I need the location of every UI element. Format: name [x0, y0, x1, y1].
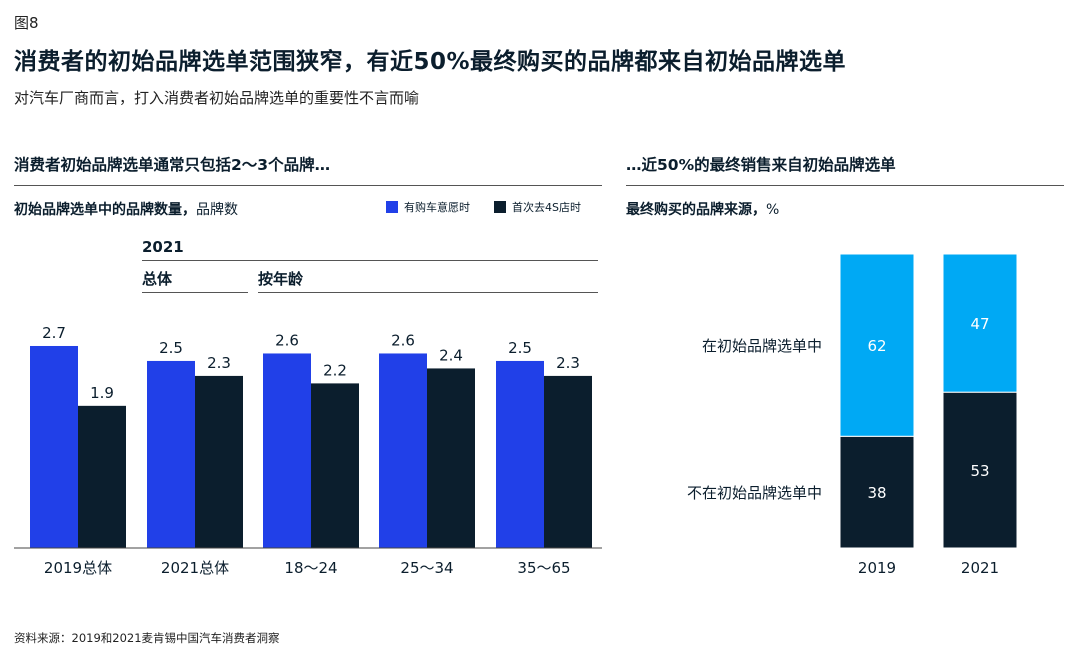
legend-label-1: 有购车意愿时: [404, 201, 470, 214]
left-subheading-unit: 品牌数: [196, 202, 238, 218]
group-header-by-age: 按年龄: [258, 270, 304, 288]
legend-label-2: 首次去4S店时: [512, 201, 581, 214]
x-tick-label-3: 25～34: [400, 559, 453, 577]
group-overall-rule: [142, 292, 248, 293]
left-subheading-label: 初始品牌选单中的品牌数量，: [14, 202, 196, 218]
stack-value-label-0-0: 62: [867, 337, 886, 355]
bar-intent-4: [496, 360, 544, 548]
page-title: 消费者的初始品牌选单范围狭窄，有近50%最终购买的品牌都来自初始品牌选单: [14, 49, 847, 75]
stack-segment-0-1: [942, 253, 1018, 393]
bar-intent-2: [263, 353, 311, 548]
left-panel-heading: 消费者初始品牌选单通常只包括2～3个品牌…: [14, 156, 331, 174]
bar-value-label-0-1: 2.5: [159, 339, 183, 357]
stack-value-label-1-1: 53: [970, 462, 989, 480]
page-subtitle: 对汽车厂商而言，打入消费者初始品牌选单的重要性不言而喻: [14, 89, 420, 107]
x-tick-label-2: 18～24: [284, 559, 337, 577]
bar-value-label-0-0: 2.7: [42, 324, 66, 342]
legend-swatch-blue: [386, 201, 398, 213]
x-tick-label-1: 2021: [961, 559, 999, 577]
bar-value-label-1-4: 2.3: [556, 354, 580, 372]
group-by-age-rule: [258, 292, 598, 293]
right-panel-rule: [626, 185, 1064, 186]
x-tick-label-4: 35～65: [517, 559, 570, 577]
bar-first-visit-4: [544, 375, 592, 548]
right-panel-subheading: 最终购买的品牌来源，%: [626, 199, 779, 219]
bar-value-label-1-1: 2.3: [207, 354, 231, 372]
bar-first-visit-3: [427, 368, 475, 548]
bar-value-label-0-2: 2.6: [275, 331, 299, 349]
left-panel-subheading: 初始品牌选单中的品牌数量，品牌数: [14, 199, 238, 219]
bar-intent-3: [379, 353, 427, 548]
left-bar-chart: 2.7 1.9 2019总体 2.5 2.3 2021总体 2.6 2.2 18～24 2.6 2.…: [14, 324, 602, 577]
legend-series-1: 有购车意愿时: [386, 199, 470, 215]
series-label-in-list: 在初始品牌选单中: [702, 337, 822, 355]
right-subheading-label: 最终购买的品牌来源，: [626, 202, 766, 218]
legend-series-2: 首次去4S店时: [494, 199, 581, 215]
stack-segment-1-0: [839, 435, 915, 549]
x-tick-label-1: 2021总体: [161, 559, 229, 577]
legend-swatch-navy: [494, 201, 506, 213]
stack-segment-0-0: [839, 253, 915, 437]
bar-value-label-1-3: 2.4: [439, 346, 463, 364]
bar-intent-0: [30, 345, 78, 548]
bar-first-visit-1: [195, 375, 243, 548]
figure-label: 图8: [14, 14, 39, 32]
stack-value-label-0-1: 47: [970, 315, 989, 333]
bar-value-label-1-2: 2.2: [323, 361, 347, 379]
bar-value-label-1-0: 1.9: [90, 384, 114, 402]
year-header-2021: 2021: [142, 238, 184, 256]
year-header-rule: [142, 260, 598, 261]
source-note: 资料来源：2019和2021麦肯锡中国汽车消费者洞察: [14, 631, 280, 645]
stack-value-label-1-0: 38: [867, 484, 886, 502]
right-panel-heading: …近50%的最终销售来自初始品牌选单: [626, 156, 896, 174]
right-subheading-unit: %: [766, 202, 780, 218]
series-label-not-in-list: 不在初始品牌选单中: [687, 484, 822, 502]
x-tick-label-0: 2019: [858, 559, 896, 577]
bar-intent-1: [147, 360, 195, 548]
stack-segment-1-1: [942, 391, 1018, 549]
x-tick-label-0: 2019总体: [44, 559, 112, 577]
bar-value-label-0-4: 2.5: [508, 339, 532, 357]
group-header-overall: 总体: [142, 270, 173, 288]
left-panel-rule: [14, 185, 602, 186]
bar-first-visit-2: [311, 383, 359, 548]
bar-first-visit-0: [78, 405, 126, 548]
bar-value-label-0-3: 2.6: [391, 331, 415, 349]
